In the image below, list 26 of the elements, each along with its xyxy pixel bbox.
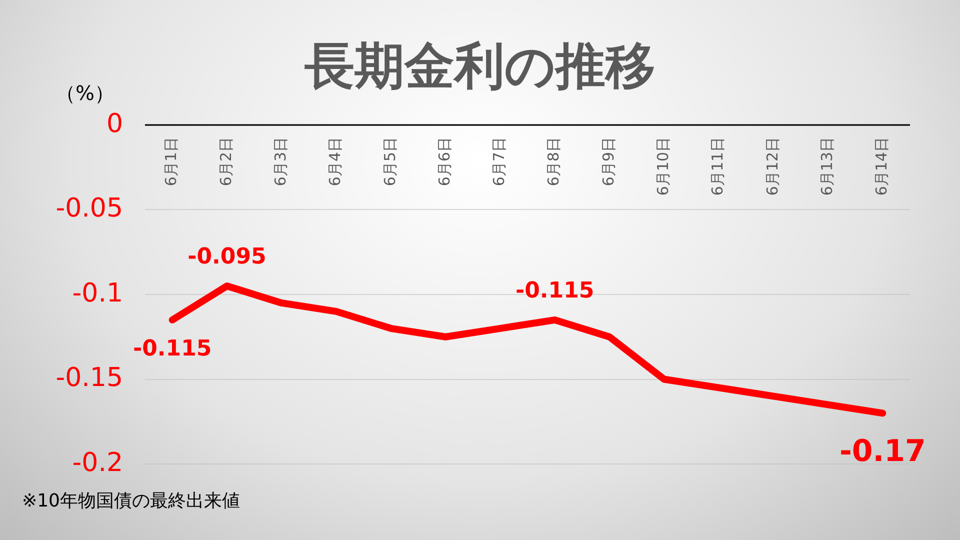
x-tick-label: 6月3日: [272, 137, 290, 186]
y-tick-label: -0.1: [72, 278, 123, 308]
x-tick-label: 6月9日: [599, 137, 618, 186]
data-label: -0.17: [839, 434, 926, 469]
x-tick-label: 6月12日: [763, 137, 782, 196]
x-tick-label: 6月10日: [654, 137, 672, 196]
chart-title: 長期金利の推移: [304, 36, 656, 95]
y-tick-label: -0.15: [56, 363, 123, 393]
data-label: -0.095: [188, 244, 266, 270]
x-tick-label: 6月4日: [326, 137, 344, 186]
x-tick-label: 6月11日: [708, 137, 727, 196]
y-tick-label: 0: [106, 108, 123, 139]
x-tick-label: 6月7日: [490, 137, 508, 186]
data-label: -0.115: [515, 278, 594, 304]
x-tick-label: 6月14日: [872, 137, 891, 196]
y-tick-label: -0.05: [56, 194, 123, 224]
x-tick-label: 6月5日: [380, 137, 399, 186]
x-tick-label: 6月8日: [544, 137, 563, 186]
x-tick-label: 6月1日: [162, 137, 180, 186]
y-tick-label: -0.2: [72, 448, 123, 478]
y-axis-title: （%）: [55, 81, 115, 106]
text: ※10年物国債の最終出来値: [22, 490, 240, 512]
x-tick-label: 6月6日: [435, 137, 454, 186]
x-tick-label: 6月2日: [216, 137, 235, 186]
data-label: -0.115: [132, 336, 212, 362]
x-tick-label: 6月13日: [818, 137, 836, 196]
